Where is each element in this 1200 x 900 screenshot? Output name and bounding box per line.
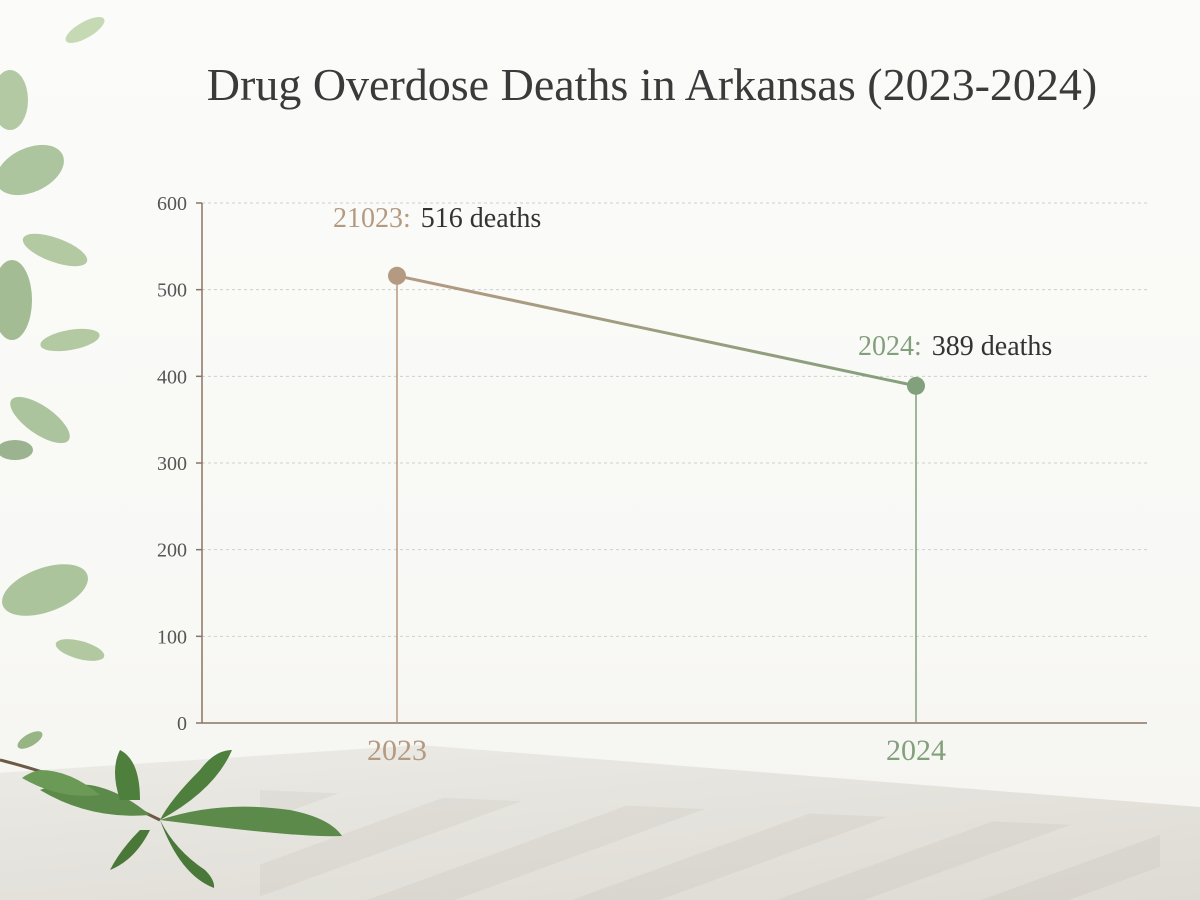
annotation-value: 516 deaths	[421, 203, 542, 234]
drop-lines	[396, 275, 917, 723]
leaf-sprig	[0, 731, 342, 888]
y-tick-label: 600	[157, 193, 187, 215]
data-points	[388, 266, 925, 395]
y-axis-ticks: 0 100 200 300 400 500 600	[157, 193, 202, 735]
blurred-foliage	[0, 17, 105, 661]
annotation-year: 21023:	[333, 203, 411, 234]
x-tick-label: 2024	[886, 734, 946, 767]
data-annotation: 2024: 389 deaths	[858, 331, 1052, 362]
data-point	[907, 376, 925, 395]
series-line	[395, 274, 918, 388]
x-tick-label: 2023	[367, 734, 427, 767]
chart-title: Drug Overdose Deaths in Arkansas (2023-2…	[207, 59, 1097, 110]
data-annotations: 21023: 516 deaths 2024: 389 deaths	[333, 203, 1052, 362]
y-tick-label: 0	[177, 713, 187, 735]
annotation-year: 2024:	[858, 331, 922, 362]
y-tick-label: 300	[157, 453, 187, 475]
y-tick-label: 200	[157, 540, 187, 562]
series-path	[395, 274, 918, 388]
y-tick-label: 400	[157, 366, 187, 388]
data-annotation: 21023: 516 deaths	[333, 203, 541, 234]
y-tick-label: 100	[157, 626, 187, 648]
annotation-value: 389 deaths	[932, 331, 1053, 362]
y-tick-label: 500	[157, 280, 187, 302]
x-axis-ticks: 2023 2024	[367, 734, 946, 767]
data-point	[388, 266, 406, 285]
gridlines	[202, 202, 1147, 637]
plant-decoration	[0, 17, 342, 888]
